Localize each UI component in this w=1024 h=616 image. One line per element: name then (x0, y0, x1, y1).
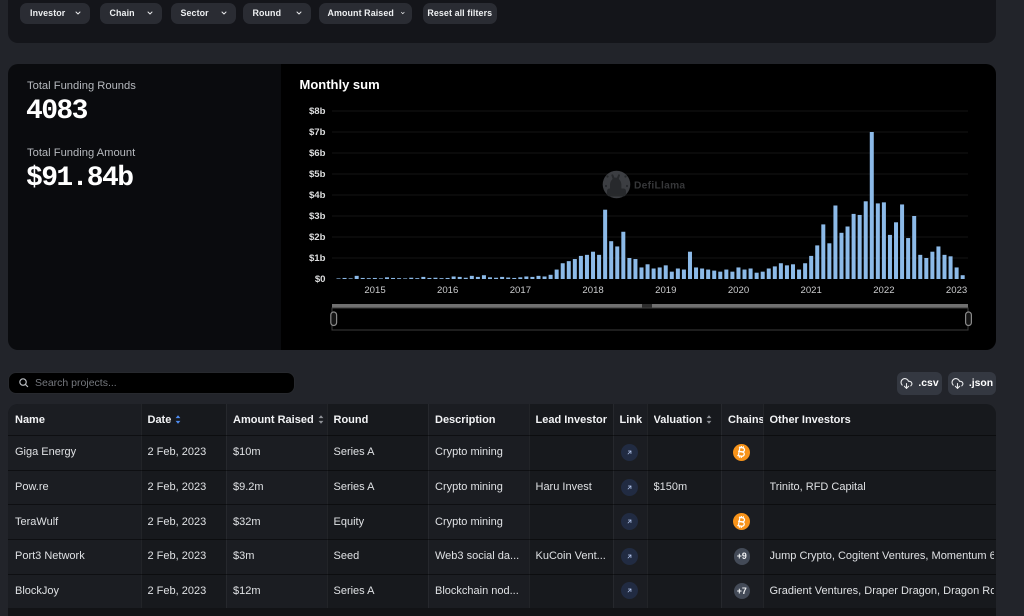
svg-text:DefiLlama: DefiLlama (634, 181, 685, 192)
svg-text:$6b: $6b (309, 148, 326, 159)
svg-text:2017: 2017 (510, 285, 531, 296)
svg-text:2018: 2018 (582, 285, 603, 296)
svg-text:$1b: $1b (309, 253, 326, 264)
svg-text:2023: 2023 (946, 285, 967, 296)
svg-text:$7b: $7b (309, 127, 326, 138)
svg-text:$5b: $5b (309, 169, 326, 180)
svg-text:2019: 2019 (655, 285, 676, 296)
svg-text:2021: 2021 (801, 285, 822, 296)
svg-text:$2b: $2b (309, 232, 326, 243)
svg-text:$8b: $8b (309, 106, 326, 117)
svg-text:$3b: $3b (309, 211, 326, 222)
svg-text:$4b: $4b (309, 190, 326, 201)
svg-text:2020: 2020 (728, 285, 749, 296)
svg-text:2015: 2015 (364, 285, 385, 296)
svg-text:$0: $0 (315, 274, 326, 285)
svg-text:2022: 2022 (873, 285, 894, 296)
svg-text:2016: 2016 (437, 285, 458, 296)
